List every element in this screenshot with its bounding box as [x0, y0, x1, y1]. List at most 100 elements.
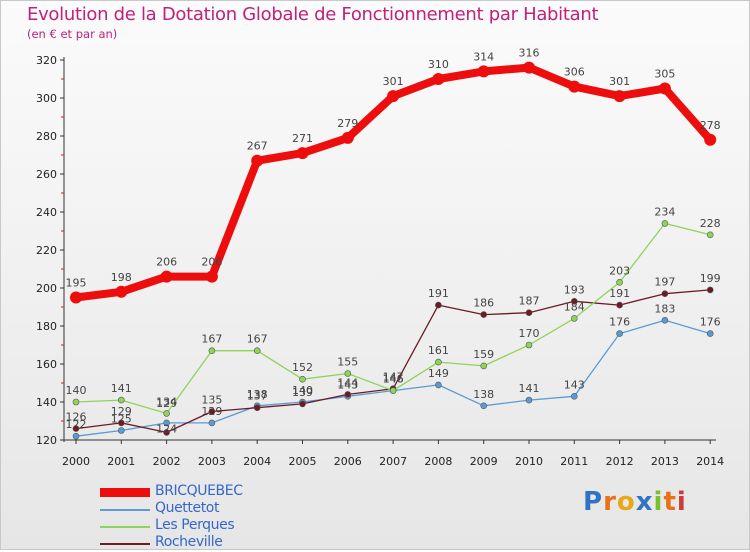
logo-letter: i: [676, 487, 687, 517]
series-rocheville: 126 129 124 135 137 139 144 147 191 186 187 193 191 1…: [66, 272, 721, 436]
data-point: [253, 404, 261, 412]
data-point: [208, 408, 216, 415]
data-label: 197: [654, 276, 675, 289]
data-label: 271: [292, 132, 313, 145]
y-tick-label: 180: [36, 320, 57, 333]
data-label: 141: [111, 382, 132, 395]
y-tick-label: 120: [36, 434, 57, 447]
data-label: 279: [337, 117, 358, 130]
x-tick-label: 2004: [243, 455, 271, 468]
data-label: 191: [428, 287, 449, 300]
y-tick-label: 220: [36, 244, 57, 257]
data-label: 310: [428, 58, 449, 71]
data-point: [299, 400, 306, 408]
logo-letter: x: [635, 487, 654, 517]
data-point: [118, 419, 125, 427]
series-quettetot: 1221251291291381401431461491381411431761…: [66, 302, 721, 440]
data-point: [480, 362, 488, 370]
data-label: 125: [111, 413, 132, 426]
x-tick-label: 2001: [107, 455, 135, 468]
data-point: [435, 301, 442, 309]
data-label: 316: [519, 47, 540, 60]
data-label: 146: [383, 373, 404, 386]
data-label: 155: [337, 356, 358, 369]
data-point: [208, 419, 216, 427]
data-point: [163, 429, 170, 436]
data-label: 149: [428, 367, 449, 380]
data-point: [661, 290, 669, 298]
data-label: 124: [156, 422, 177, 435]
data-point: [115, 285, 128, 298]
data-label: 206: [201, 256, 222, 269]
data-label: 140: [66, 384, 87, 397]
data-point: [616, 278, 623, 286]
data-label: 183: [654, 302, 675, 315]
data-point: [205, 270, 218, 283]
data-point: [299, 375, 306, 383]
legend-label: Quettetot: [155, 500, 220, 516]
data-point: [118, 396, 125, 404]
data-point: [163, 410, 170, 417]
y-tick-label: 300: [36, 92, 57, 105]
y-tick-label: 260: [36, 168, 57, 181]
data-point: [616, 301, 623, 309]
data-point: [70, 291, 82, 304]
data-label: 301: [609, 75, 630, 88]
data-point: [251, 154, 264, 167]
data-label: 134: [156, 395, 177, 408]
data-label: 176: [609, 316, 630, 329]
x-tick-label: 2014: [696, 455, 724, 468]
data-point: [344, 370, 352, 377]
data-label: 195: [66, 277, 87, 290]
data-point: [477, 65, 490, 78]
data-point: [570, 315, 578, 322]
data-point: [389, 387, 397, 394]
data-point: [706, 231, 714, 239]
data-label: 203: [609, 264, 630, 277]
y-tick-label: 280: [36, 130, 57, 143]
data-point: [253, 347, 261, 355]
logo-letter: o: [616, 487, 636, 517]
data-label: 147: [383, 371, 404, 384]
data-point: [523, 61, 535, 74]
data-point: [432, 73, 445, 85]
data-point: [341, 131, 354, 144]
data-point: [296, 147, 309, 160]
x-tick-label: 2013: [651, 455, 679, 468]
data-label: 187: [519, 295, 540, 308]
data-point: [661, 316, 669, 324]
data-label: 305: [654, 68, 675, 81]
data-label: 184: [564, 300, 585, 313]
data-label: 267: [247, 140, 268, 153]
data-label: 199: [700, 272, 721, 285]
data-point: [72, 432, 80, 440]
data-label: 167: [247, 333, 268, 346]
data-label: 143: [337, 378, 358, 391]
data-label: 170: [519, 327, 540, 340]
data-label: 161: [428, 344, 449, 357]
data-label: 206: [156, 256, 177, 269]
x-tick-label: 2003: [198, 455, 226, 468]
series-les-perques: 140 141 134 167 167 152 155 146 161 159 170 184 203 2…: [66, 205, 721, 417]
legend-swatch: [100, 508, 150, 511]
data-point: [704, 133, 717, 146]
x-tick-label: 2007: [379, 455, 407, 468]
data-label: 135: [201, 394, 222, 407]
data-point: [613, 90, 626, 103]
data-point: [208, 347, 216, 355]
logo-letter: i: [653, 487, 664, 517]
legend-label: Les Perques: [155, 517, 235, 533]
data-label: 193: [564, 283, 585, 296]
logo-letter: P: [583, 487, 604, 517]
data-label: 278: [700, 119, 721, 132]
data-point: [616, 330, 623, 337]
x-tick-label: 2000: [62, 455, 90, 468]
data-label: 314: [473, 50, 494, 63]
legend-swatch: [100, 525, 150, 528]
data-point: [72, 398, 80, 406]
data-label: 137: [247, 390, 268, 403]
data-point: [568, 80, 581, 93]
proxiti-logo: Proxiti: [583, 487, 687, 517]
data-point: [706, 330, 714, 337]
data-label: 146: [383, 373, 404, 386]
